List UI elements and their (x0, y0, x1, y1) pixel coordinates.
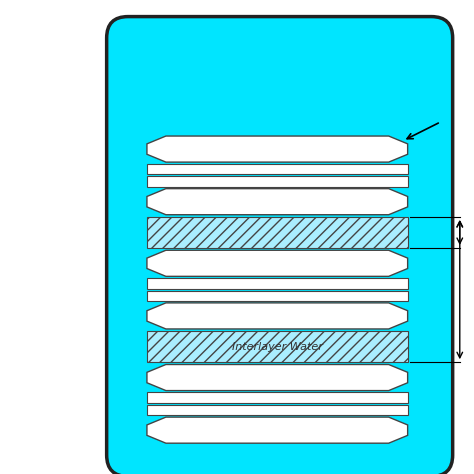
Bar (147, 291, 408, 301)
Bar (147, 278, 408, 289)
Bar (147, 392, 408, 403)
Polygon shape (147, 417, 408, 443)
Bar (147, 331, 408, 362)
Polygon shape (147, 189, 408, 215)
FancyBboxPatch shape (107, 17, 453, 474)
Polygon shape (147, 250, 408, 276)
Bar (147, 164, 408, 174)
Bar (147, 405, 408, 415)
Bar (147, 217, 408, 248)
Polygon shape (147, 303, 408, 329)
Bar (147, 176, 408, 187)
Text: Interlayer Water: Interlayer Water (232, 342, 323, 352)
Polygon shape (147, 136, 408, 162)
Polygon shape (147, 365, 408, 391)
